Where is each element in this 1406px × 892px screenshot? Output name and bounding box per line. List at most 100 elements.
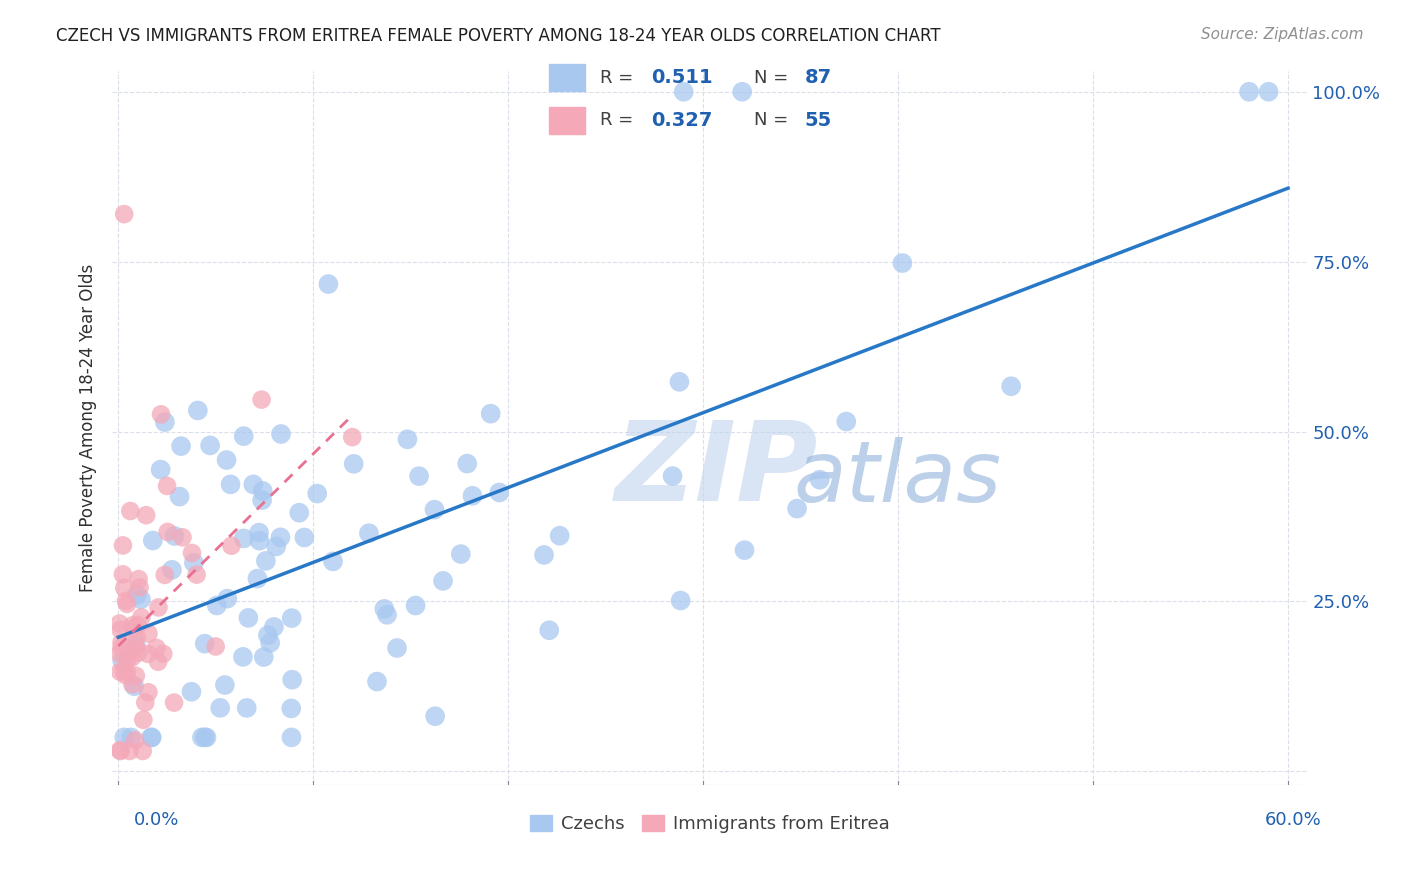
Text: Source: ZipAtlas.com: Source: ZipAtlas.com (1201, 27, 1364, 42)
Immigrants from Eritrea (114, 668, 136, 682)
Czechs (408, 469, 430, 483)
Immigrants from Eritrea (204, 640, 226, 654)
Czechs (835, 415, 858, 429)
Czechs (141, 731, 163, 745)
Czechs (734, 543, 756, 558)
Text: N =: N = (754, 112, 787, 129)
Czechs (385, 640, 408, 655)
Czechs (343, 457, 366, 471)
Czechs (808, 473, 831, 487)
Czechs (891, 256, 914, 270)
Czechs (786, 501, 808, 516)
Czechs (450, 547, 472, 561)
Text: R =: R = (600, 69, 633, 87)
Czechs (125, 588, 148, 602)
Czechs (423, 502, 446, 516)
Czechs (280, 701, 302, 715)
Czechs (373, 602, 395, 616)
Immigrants from Eritrea (156, 524, 179, 539)
Immigrants from Eritrea (131, 610, 153, 624)
Czechs (235, 701, 257, 715)
Text: 55: 55 (804, 111, 832, 130)
Czechs (669, 593, 692, 607)
Czechs (252, 483, 274, 498)
Czechs (170, 439, 193, 453)
Text: ZIP: ZIP (614, 417, 818, 524)
Czechs (142, 533, 165, 548)
Immigrants from Eritrea (148, 600, 170, 615)
Czechs (232, 649, 254, 664)
Czechs (538, 624, 561, 638)
Immigrants from Eritrea (112, 207, 135, 221)
Immigrants from Eritrea (124, 733, 146, 747)
Czechs (149, 462, 172, 476)
Czechs (661, 469, 683, 483)
Czechs (280, 731, 302, 745)
Czechs (672, 85, 695, 99)
Immigrants from Eritrea (108, 743, 131, 757)
Immigrants from Eritrea (342, 430, 364, 444)
Czechs (405, 599, 427, 613)
Czechs (292, 531, 315, 545)
Immigrants from Eritrea (121, 618, 143, 632)
Czechs (153, 415, 176, 429)
Czechs (432, 574, 454, 588)
Czechs (214, 678, 236, 692)
Text: 60.0%: 60.0% (1265, 811, 1322, 829)
Czechs (322, 554, 344, 568)
Immigrants from Eritrea (181, 546, 204, 560)
Czechs (259, 636, 281, 650)
Immigrants from Eritrea (110, 623, 132, 637)
Czechs (548, 529, 571, 543)
Czechs (219, 477, 242, 491)
Immigrants from Eritrea (112, 581, 135, 595)
Immigrants from Eritrea (134, 696, 156, 710)
Text: 0.511: 0.511 (651, 68, 713, 87)
Czechs (263, 620, 285, 634)
Czechs (209, 701, 232, 715)
Czechs (163, 529, 186, 543)
Immigrants from Eritrea (153, 568, 176, 582)
Immigrants from Eritrea (152, 647, 174, 661)
Legend: Czechs, Immigrants from Eritrea: Czechs, Immigrants from Eritrea (523, 807, 897, 840)
Czechs (242, 477, 264, 491)
Czechs (187, 403, 209, 417)
Czechs (238, 611, 260, 625)
Immigrants from Eritrea (112, 664, 135, 678)
Immigrants from Eritrea (115, 594, 138, 608)
Immigrants from Eritrea (138, 685, 160, 699)
Czechs (1000, 379, 1022, 393)
Immigrants from Eritrea (108, 665, 131, 679)
Immigrants from Eritrea (127, 618, 149, 632)
Y-axis label: Female Poverty Among 18-24 Year Olds: Female Poverty Among 18-24 Year Olds (79, 264, 97, 592)
Immigrants from Eritrea (156, 479, 179, 493)
Czechs (169, 490, 191, 504)
Immigrants from Eritrea (110, 640, 132, 655)
Czechs (129, 592, 152, 607)
Czechs (111, 654, 134, 668)
Immigrants from Eritrea (125, 640, 148, 655)
Czechs (357, 526, 380, 541)
Czechs (198, 438, 221, 452)
Czechs (456, 457, 478, 471)
Immigrants from Eritrea (125, 630, 148, 644)
Immigrants from Eritrea (128, 572, 150, 586)
Czechs (232, 429, 254, 443)
Czechs (124, 679, 146, 693)
Text: N =: N = (754, 69, 787, 87)
Czechs (280, 611, 302, 625)
Czechs (257, 628, 280, 642)
Czechs (731, 85, 754, 99)
Czechs (217, 591, 239, 606)
Czechs (232, 532, 254, 546)
Immigrants from Eritrea (163, 696, 186, 710)
Immigrants from Eritrea (121, 650, 143, 665)
Czechs (180, 684, 202, 698)
Text: 0.0%: 0.0% (134, 811, 179, 829)
Czechs (288, 506, 311, 520)
Immigrants from Eritrea (172, 530, 194, 544)
Immigrants from Eritrea (132, 744, 155, 758)
Czechs (120, 731, 142, 745)
Czechs (160, 563, 183, 577)
Czechs (195, 731, 218, 745)
